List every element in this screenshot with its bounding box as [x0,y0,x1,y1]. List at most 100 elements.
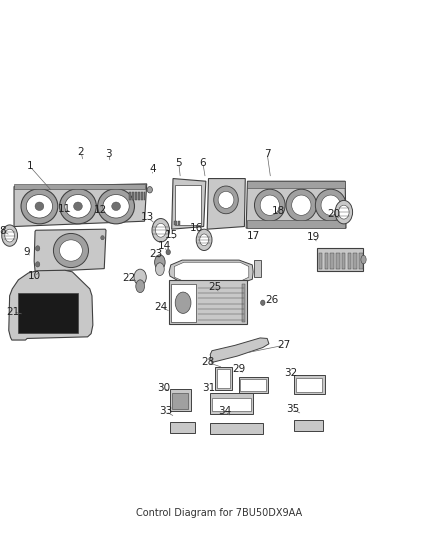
Ellipse shape [260,195,279,215]
Bar [317,248,363,271]
Text: 11: 11 [58,204,71,214]
Text: 27: 27 [277,341,290,350]
Bar [129,192,131,200]
Bar [18,293,78,333]
Bar [294,420,323,431]
Ellipse shape [321,195,340,215]
Text: 12: 12 [94,205,107,215]
Bar [217,369,230,388]
Polygon shape [174,262,249,281]
Text: 15: 15 [165,230,178,240]
Ellipse shape [196,229,212,251]
Polygon shape [246,181,346,228]
Ellipse shape [2,225,18,246]
Bar [132,192,134,200]
Ellipse shape [26,195,53,218]
Bar [215,367,232,390]
Polygon shape [169,260,253,284]
Text: 32: 32 [284,368,297,378]
Text: 18: 18 [272,206,285,215]
Ellipse shape [292,195,311,215]
Text: 4: 4 [149,165,156,174]
Ellipse shape [200,234,208,246]
Ellipse shape [166,249,170,255]
Text: 25: 25 [208,282,221,292]
Ellipse shape [335,200,353,224]
Text: 19: 19 [307,232,320,242]
Ellipse shape [286,189,317,221]
Bar [359,253,363,269]
Bar [144,192,145,200]
Bar [336,253,339,269]
Bar [240,379,266,391]
Polygon shape [9,270,93,340]
Ellipse shape [315,189,346,221]
Ellipse shape [214,186,238,214]
Text: 34: 34 [219,407,232,416]
Ellipse shape [134,269,146,285]
Bar [171,284,196,322]
Bar [210,423,263,434]
Ellipse shape [136,280,145,293]
Text: 33: 33 [159,407,172,416]
Ellipse shape [65,195,91,218]
Bar [169,280,247,324]
Ellipse shape [254,189,285,221]
Text: 16: 16 [190,223,203,233]
Bar [178,221,180,225]
Polygon shape [210,338,269,362]
Text: 29: 29 [233,364,246,374]
Ellipse shape [175,292,191,313]
Text: 3: 3 [105,149,112,158]
Bar [325,253,328,269]
Bar [254,260,261,277]
Text: 22: 22 [123,273,136,283]
Text: 2: 2 [78,147,85,157]
Ellipse shape [218,191,234,208]
Bar [135,192,137,200]
Ellipse shape [35,262,40,267]
Ellipse shape [155,255,165,270]
Bar [141,192,142,200]
Ellipse shape [155,223,166,237]
Ellipse shape [147,187,152,193]
Ellipse shape [98,189,134,224]
Ellipse shape [112,202,120,211]
Text: 6: 6 [199,158,206,167]
Ellipse shape [35,246,40,251]
Text: 1: 1 [26,161,33,171]
Bar [296,378,322,392]
Bar [239,377,268,393]
Bar [174,221,177,225]
Ellipse shape [60,240,82,261]
Polygon shape [14,184,147,227]
Bar [242,284,245,322]
Text: 13: 13 [141,213,154,222]
Bar [170,422,195,433]
Text: 28: 28 [201,358,215,367]
Polygon shape [207,179,245,229]
Polygon shape [172,179,206,229]
Text: 20: 20 [327,209,340,219]
Bar [14,184,145,189]
Text: 21: 21 [7,307,20,317]
Text: 35: 35 [286,405,299,414]
Bar [294,375,325,394]
Text: 30: 30 [157,383,170,393]
Ellipse shape [74,202,82,211]
Text: 7: 7 [264,149,271,158]
Text: 17: 17 [247,231,260,240]
Bar [330,253,334,269]
Text: 24: 24 [155,302,168,312]
Ellipse shape [60,189,96,224]
Ellipse shape [361,255,366,264]
Bar [172,393,188,409]
Text: 26: 26 [265,295,278,305]
Ellipse shape [35,202,44,211]
Bar [138,192,140,200]
Polygon shape [34,229,106,272]
Text: 31: 31 [202,383,215,393]
Text: 10: 10 [28,271,41,281]
Bar [175,185,201,225]
Bar [247,220,345,228]
